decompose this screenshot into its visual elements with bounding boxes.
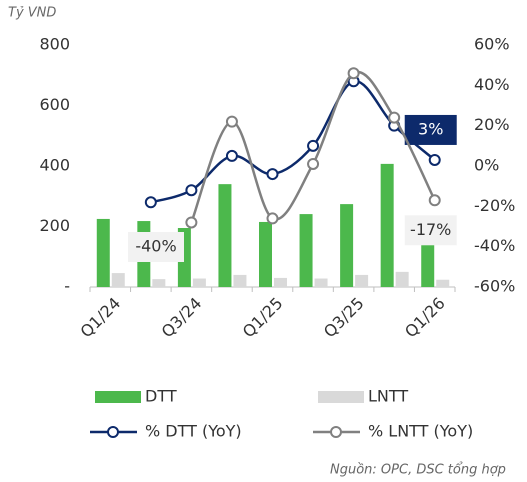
- marker: [307, 139, 320, 152]
- y2-tick-label: 60%: [474, 35, 510, 54]
- legend-marker: [330, 426, 342, 438]
- y2-tick-label: -40%: [474, 236, 515, 255]
- legend-label: DTT: [145, 387, 177, 406]
- bar: [299, 214, 313, 287]
- bar: [421, 241, 435, 287]
- y2-tick-label: -60%: [474, 277, 515, 296]
- marker: [266, 168, 279, 181]
- bar: [380, 163, 394, 287]
- bar: [259, 221, 272, 287]
- bar: [192, 278, 206, 287]
- marker: [185, 216, 198, 229]
- bar: [395, 271, 409, 287]
- legend-label: LNTT: [368, 387, 408, 406]
- x-tick-label: Q3/25: [320, 294, 368, 342]
- marker: [144, 196, 157, 209]
- y-tick-label: 400: [39, 156, 70, 175]
- legend-label: % LNTT (YoY): [368, 422, 473, 441]
- x-tick-label: Q1/25: [239, 294, 287, 342]
- bar: [111, 273, 125, 287]
- x-tick-label: Q3/24: [158, 294, 206, 342]
- legend-marker: [107, 426, 119, 438]
- bar: [436, 279, 450, 287]
- y-tick-label: 600: [39, 95, 70, 114]
- legend-swatch: [318, 391, 364, 403]
- marker: [185, 184, 198, 197]
- marker: [225, 115, 238, 128]
- data-label: 3%: [418, 119, 443, 138]
- marker: [225, 149, 238, 162]
- y-tick-label: 200: [39, 216, 70, 235]
- legend-swatch: [95, 391, 141, 403]
- bar: [152, 279, 166, 287]
- x-tick-label: Q1/26: [401, 294, 449, 342]
- y-axis-unit: Tỷ VND: [8, 6, 56, 21]
- y2-tick-label: 0%: [474, 156, 499, 175]
- data-label-box: [404, 215, 457, 246]
- data-label-box: [404, 114, 457, 145]
- x-tick-label: Q1/24: [77, 294, 125, 342]
- bar: [96, 218, 110, 287]
- y2-tick-label: 20%: [474, 115, 510, 134]
- bar: [355, 274, 369, 287]
- bar: [218, 184, 232, 287]
- marker: [428, 153, 441, 166]
- source: Nguồn: OPC, DSC tổng hợp: [330, 463, 506, 478]
- bar: [340, 204, 354, 287]
- marker: [347, 67, 360, 80]
- annotation-box: [128, 232, 184, 262]
- y-tick-label: -: [64, 277, 70, 296]
- legend-label: % DTT (YoY): [145, 422, 242, 441]
- bar: [233, 274, 247, 287]
- marker: [307, 157, 320, 170]
- y-tick-label: 800: [39, 35, 70, 54]
- bar: [274, 277, 287, 287]
- y2-tick-label: 40%: [474, 75, 510, 94]
- y2-tick-label: -20%: [474, 196, 515, 215]
- marker: [266, 212, 279, 225]
- data-label: -17%: [410, 220, 451, 239]
- marker: [388, 111, 401, 124]
- marker: [428, 194, 441, 207]
- annotation: -40%: [135, 237, 176, 256]
- bar: [314, 278, 328, 287]
